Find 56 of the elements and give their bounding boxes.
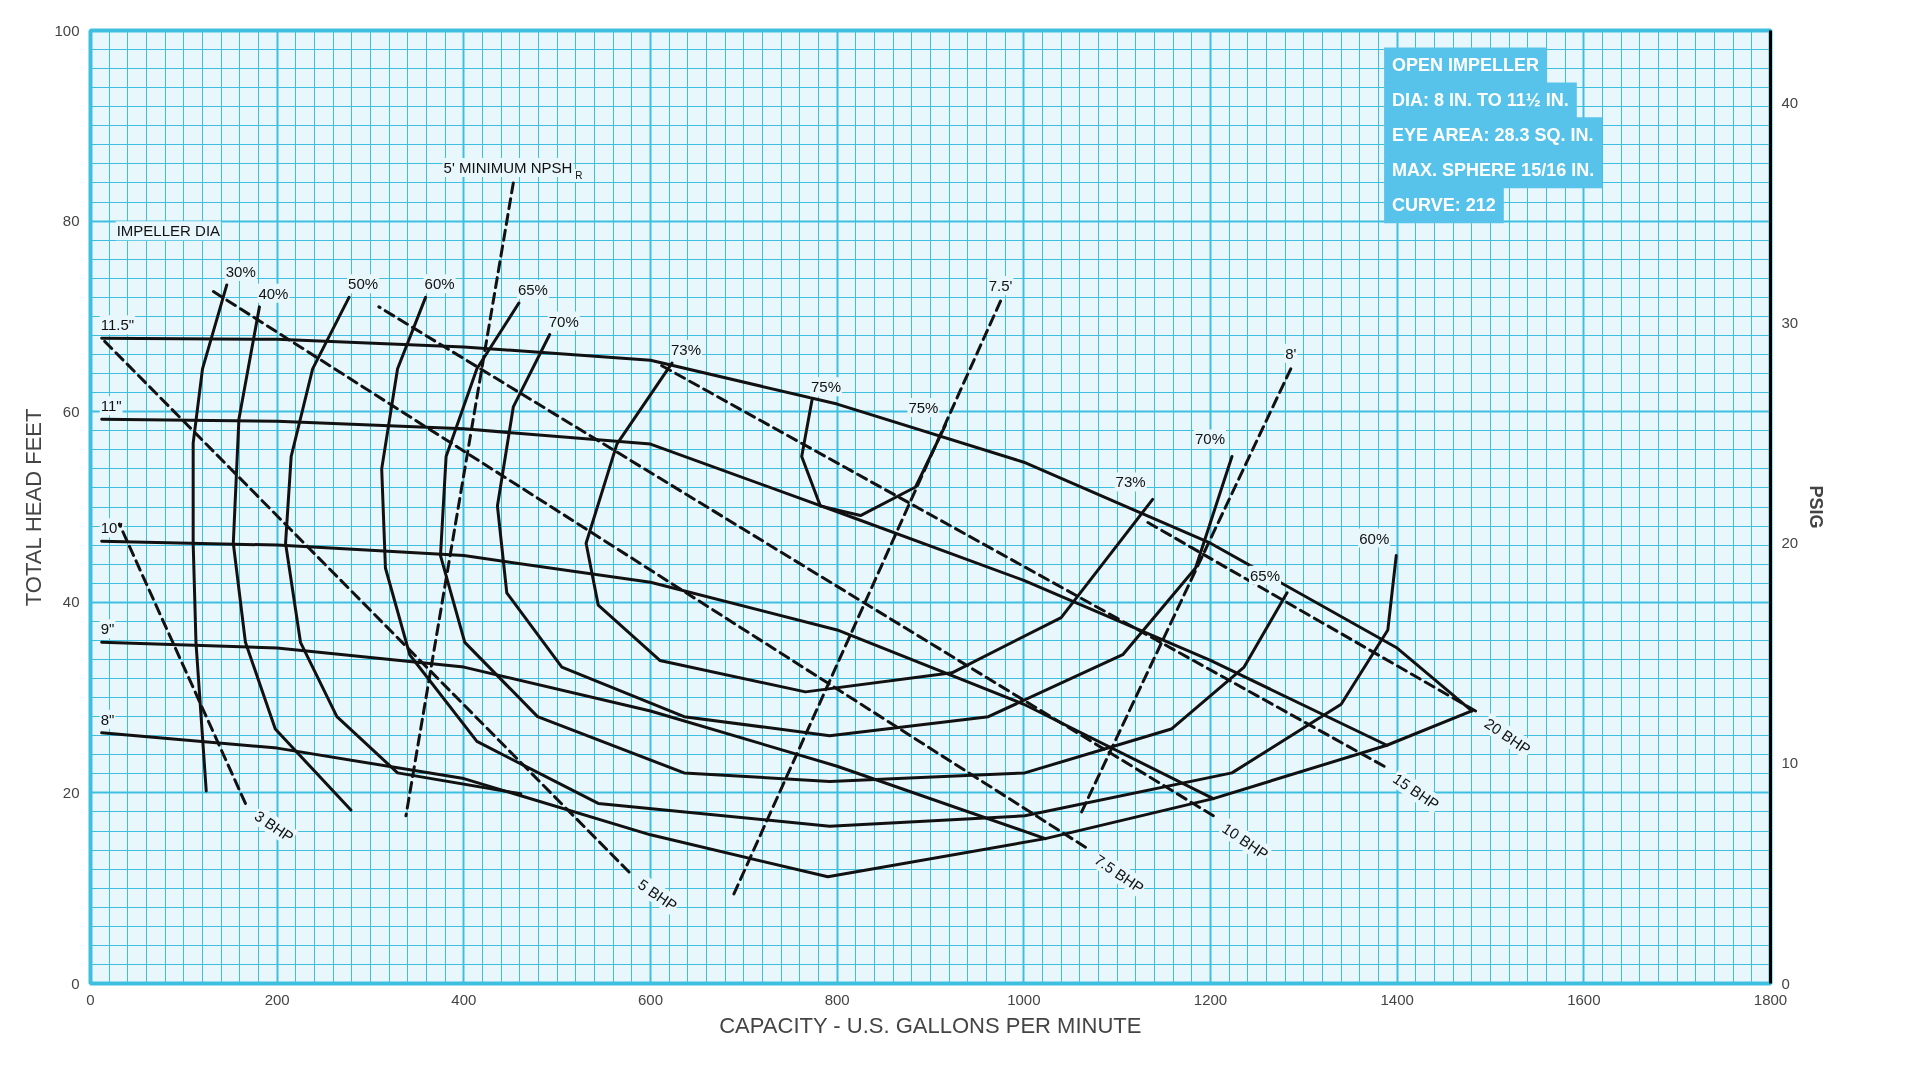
series-label: 70%	[548, 312, 579, 330]
annotation: 70%	[1194, 430, 1225, 448]
annotation: MAX. SPHERE 15/16 IN.	[1392, 160, 1595, 181]
series-label: 65%	[517, 281, 548, 299]
annotation: 65%	[1250, 566, 1281, 584]
x-tick-label: 800	[824, 990, 850, 1008]
series-label: 10"	[100, 519, 123, 537]
annotation: DIA: 8 IN. TO 11½ IN.	[1392, 90, 1569, 111]
y2-tick-label: 10	[1781, 754, 1799, 772]
annotation: 75%	[908, 399, 939, 417]
series-label: 11.5"	[100, 316, 135, 334]
y-tick-label: 0	[71, 974, 80, 992]
series-label: 8"	[100, 710, 115, 728]
x-axis-title: CAPACITY - U.S. GALLONS PER MINUTE	[719, 1012, 1142, 1038]
text: 5 BHP	[635, 875, 681, 915]
text: 7.5 BHP	[1091, 850, 1148, 897]
y2-tick-label: 20	[1781, 534, 1799, 552]
series-label: 40%	[258, 284, 289, 302]
series-label: 7.5'	[988, 277, 1013, 295]
series-label: 60%	[424, 275, 455, 293]
series-label: 73%	[670, 341, 701, 359]
x-tick-label: 1400	[1380, 990, 1414, 1008]
y2-axis-title: PSIG	[1806, 485, 1827, 529]
series-label: 8'	[1285, 344, 1297, 362]
y-axis-title: TOTAL HEAD FEET	[21, 408, 47, 607]
annotation: 60%	[1359, 529, 1390, 547]
x-tick-label: 1200	[1193, 990, 1228, 1008]
y-tick-label: 20	[62, 783, 80, 801]
y-tick-label: 40	[62, 593, 80, 611]
y-tick-label: 80	[62, 212, 80, 230]
y2-tick-label: 0	[1781, 974, 1790, 992]
y2-tick-label: 30	[1781, 314, 1799, 332]
x-tick-label: 1800	[1753, 990, 1788, 1008]
x-tick-label: 400	[451, 990, 477, 1008]
text: 10 BHP	[1219, 819, 1272, 863]
series-label: 30%	[225, 262, 256, 280]
text: 3 BHP	[251, 806, 297, 846]
text: 15 BHP	[1390, 769, 1443, 813]
y-tick-label: 100	[54, 21, 80, 39]
x-tick-label: 1000	[1007, 990, 1041, 1008]
x-tick-label: 600	[637, 990, 664, 1008]
x-tick-label: 1600	[1567, 990, 1601, 1008]
text: 20 BHP	[1481, 714, 1534, 758]
y2-tick-label: 40	[1781, 94, 1799, 112]
annotation: CURVE: 212	[1392, 195, 1496, 216]
annotation: OPEN IMPELLER	[1392, 55, 1540, 76]
y-tick-label: 60	[62, 402, 80, 420]
x-tick-label: 0	[86, 990, 95, 1008]
annotation: IMPELLER DIA	[116, 222, 221, 240]
series-label: 11"	[100, 397, 122, 415]
series-label: 75%	[810, 378, 841, 396]
annotation: 73%	[1115, 473, 1146, 491]
series-label: 9"	[100, 620, 115, 638]
series-label: 50%	[348, 275, 379, 293]
annotation: EYE AREA: 28.3 SQ. IN.	[1392, 125, 1594, 146]
x-tick-label: 200	[264, 990, 290, 1008]
